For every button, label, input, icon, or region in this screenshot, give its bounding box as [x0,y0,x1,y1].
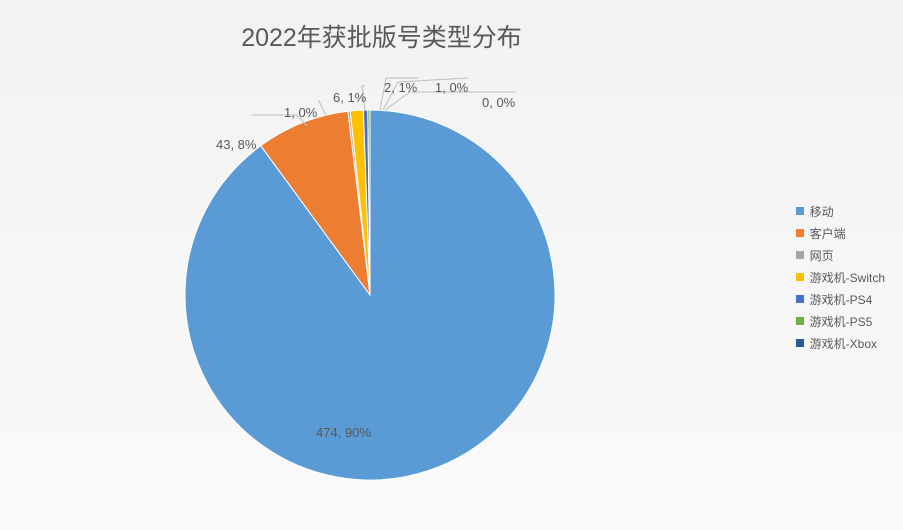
legend-item: 网页 [796,244,885,266]
legend-color-box [796,207,804,215]
pie-chart [40,60,680,520]
legend-item: 客户端 [796,222,885,244]
chart-title: 2022年获批版号类型分布 [0,18,763,54]
legend-label: 客户端 [810,225,846,242]
legend-color-box [796,251,804,259]
legend-label: 移动 [810,203,834,220]
legend-label: 游戏机-Xbox [810,335,877,352]
legend-label: 游戏机-Switch [810,269,885,286]
legend-color-box [796,229,804,237]
data-label: 6, 1% [333,90,366,105]
legend-color-box [796,273,804,281]
legend-color-box [796,317,804,325]
legend-item: 游戏机-PS4 [796,288,885,310]
legend-item: 游戏机-Xbox [796,332,885,354]
data-label: 2, 1% [384,80,417,95]
legend-label: 游戏机-PS4 [810,291,873,308]
data-label: 1, 0% [284,105,317,120]
legend-label: 游戏机-PS5 [810,313,873,330]
legend-item: 游戏机-Switch [796,266,885,288]
legend: 移动客户端网页游戏机-Switch 游戏机-PS4 游戏机-PS5 游戏机-Xbox [796,200,885,354]
legend-label: 网页 [810,247,834,264]
data-label: 43, 8% [216,137,256,152]
legend-color-box [796,295,804,303]
data-label: 474, 90% [316,425,371,440]
data-label: 1, 0% [435,80,468,95]
data-label: 0, 0% [482,95,515,110]
legend-item: 移动 [796,200,885,222]
legend-item: 游戏机-PS5 [796,310,885,332]
legend-color-box [796,339,804,347]
